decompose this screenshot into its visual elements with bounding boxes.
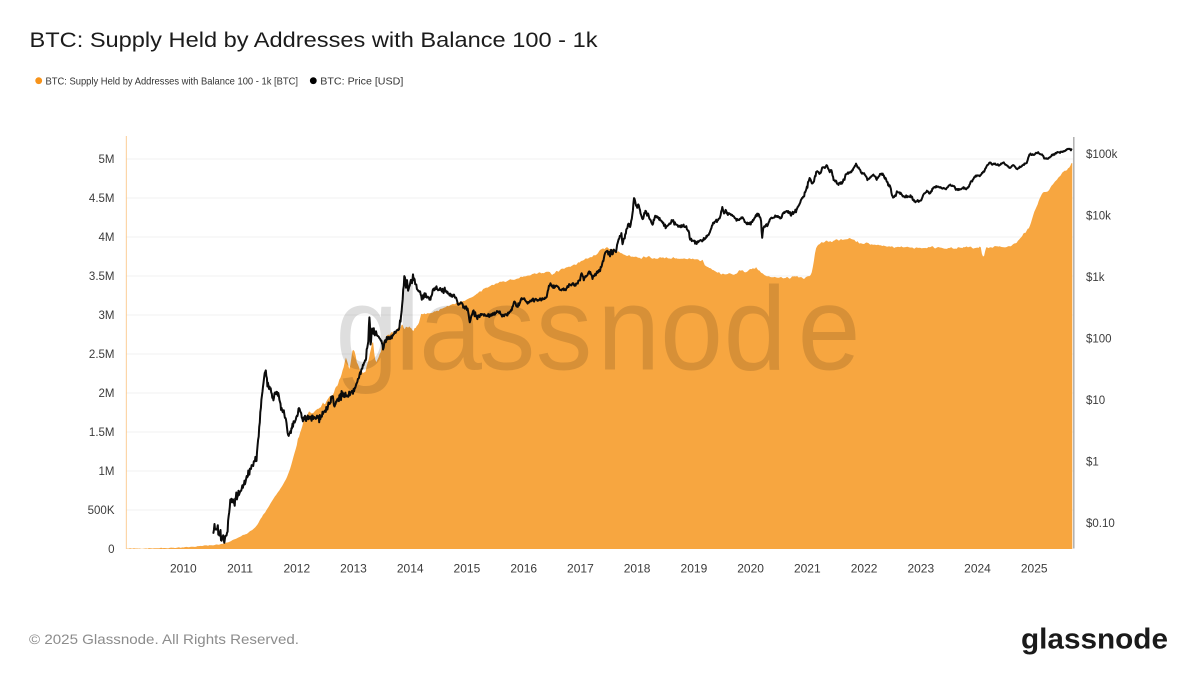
svg-text:2020: 2020 [737,562,764,576]
svg-text:2016: 2016 [510,562,537,576]
svg-text:2.5M: 2.5M [89,349,115,361]
svg-text:$100k: $100k [1086,149,1118,161]
svg-text:2011: 2011 [227,562,253,576]
svg-text:500K: 500K [88,505,115,517]
svg-text:$10k: $10k [1086,210,1111,222]
svg-text:$1k: $1k [1086,272,1105,284]
svg-text:2012: 2012 [283,562,310,576]
svg-text:1.5M: 1.5M [89,427,115,439]
svg-text:© 2025 Glassnode. All Rights R: © 2025 Glassnode. All Rights Reserved. [29,631,299,647]
svg-text:2017: 2017 [567,562,594,576]
svg-text:BTC: Supply Held by Addresses: BTC: Supply Held by Addresses with Balan… [30,27,598,52]
svg-text:2018: 2018 [624,562,651,576]
svg-text:BTC: Supply Held by Addresses: BTC: Supply Held by Addresses with Balan… [46,76,299,87]
svg-text:glassnode: glassnode [335,262,860,395]
svg-text:5M: 5M [99,154,115,166]
svg-text:glassnode: glassnode [1021,624,1168,656]
svg-text:3.5M: 3.5M [89,271,115,283]
svg-text:2019: 2019 [681,562,708,576]
svg-text:$10: $10 [1086,395,1105,407]
svg-text:3M: 3M [99,310,115,322]
svg-text:2010: 2010 [170,562,197,576]
svg-text:2022: 2022 [851,562,878,576]
svg-text:BTC: Price [USD]: BTC: Price [USD] [320,76,403,87]
svg-text:2021: 2021 [794,562,821,576]
svg-text:2M: 2M [99,388,115,400]
svg-text:2024: 2024 [964,562,991,576]
svg-text:$0.10: $0.10 [1086,518,1115,530]
svg-text:4.5M: 4.5M [89,193,115,205]
svg-text:2023: 2023 [907,562,934,576]
svg-text:1M: 1M [99,466,115,478]
svg-text:2015: 2015 [454,562,481,576]
svg-text:4M: 4M [99,232,115,244]
svg-text:0: 0 [108,544,114,556]
svg-text:2013: 2013 [340,562,367,576]
svg-text:$1: $1 [1086,456,1099,468]
svg-text:$100: $100 [1086,333,1112,345]
svg-text:2025: 2025 [1021,562,1048,576]
svg-text:2014: 2014 [397,562,424,576]
